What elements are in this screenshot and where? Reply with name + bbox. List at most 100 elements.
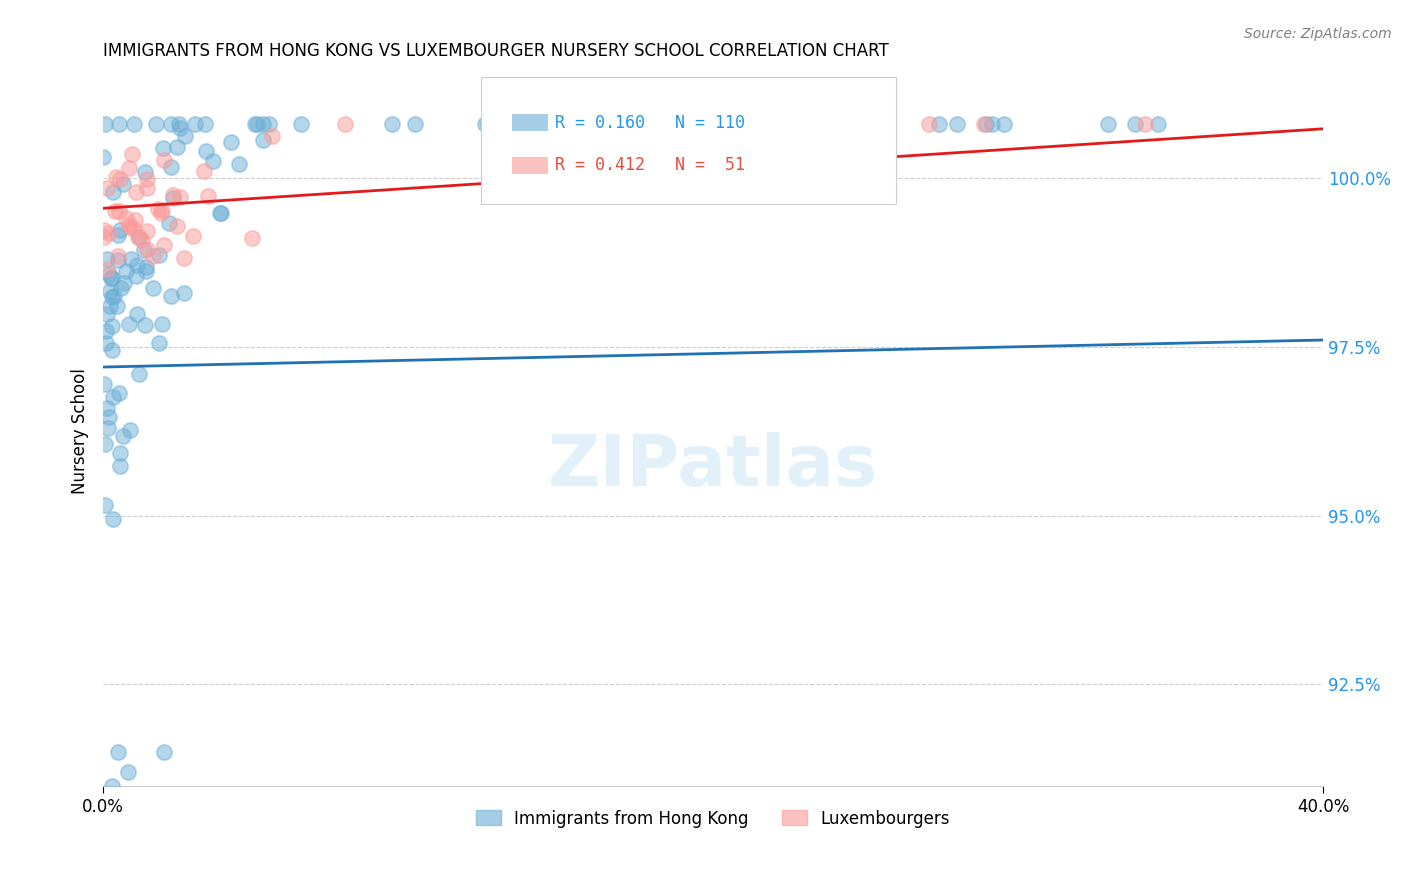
Immigrants from Hong Kong bbox=[100, 290, 122, 304]
Immigrants from Hong Kong bbox=[228, 157, 250, 171]
Immigrants from Hong Kong bbox=[585, 117, 607, 131]
Immigrants from Hong Kong bbox=[145, 117, 167, 131]
Luxembourgers bbox=[107, 249, 129, 263]
Immigrants from Hong Kong bbox=[290, 117, 312, 131]
Immigrants from Hong Kong bbox=[94, 324, 117, 338]
Luxembourgers bbox=[676, 117, 699, 131]
Immigrants from Hong Kong bbox=[194, 117, 217, 131]
Luxembourgers bbox=[96, 181, 118, 195]
Immigrants from Hong Kong bbox=[201, 153, 224, 168]
Immigrants from Hong Kong bbox=[125, 269, 148, 284]
Luxembourgers bbox=[146, 202, 169, 217]
Y-axis label: Nursery School: Nursery School bbox=[72, 368, 89, 494]
Luxembourgers bbox=[762, 117, 785, 131]
Immigrants from Hong Kong bbox=[148, 248, 170, 262]
Luxembourgers bbox=[973, 117, 995, 131]
Immigrants from Hong Kong bbox=[605, 117, 627, 131]
Immigrants from Hong Kong bbox=[97, 410, 120, 425]
Luxembourgers bbox=[115, 211, 138, 225]
Immigrants from Hong Kong bbox=[118, 317, 141, 331]
Immigrants from Hong Kong bbox=[98, 267, 121, 281]
Immigrants from Hong Kong bbox=[93, 377, 115, 392]
Immigrants from Hong Kong bbox=[489, 117, 512, 131]
Immigrants from Hong Kong bbox=[496, 117, 519, 131]
Immigrants from Hong Kong bbox=[928, 117, 950, 131]
Immigrants from Hong Kong bbox=[150, 317, 173, 331]
Immigrants from Hong Kong bbox=[221, 135, 243, 149]
Immigrants from Hong Kong bbox=[108, 117, 131, 131]
Luxembourgers bbox=[104, 204, 127, 219]
FancyBboxPatch shape bbox=[481, 77, 896, 204]
Luxembourgers bbox=[666, 117, 689, 131]
Legend: Immigrants from Hong Kong, Luxembourgers: Immigrants from Hong Kong, Luxembourgers bbox=[470, 803, 957, 834]
Immigrants from Hong Kong bbox=[98, 299, 121, 313]
Luxembourgers bbox=[125, 185, 148, 199]
Immigrants from Hong Kong bbox=[679, 117, 702, 131]
Immigrants from Hong Kong bbox=[252, 117, 274, 131]
Bar bbox=[512, 157, 548, 174]
Immigrants from Hong Kong bbox=[101, 186, 124, 200]
Immigrants from Hong Kong bbox=[135, 260, 157, 275]
Immigrants from Hong Kong bbox=[946, 117, 969, 131]
Immigrants from Hong Kong bbox=[128, 792, 150, 806]
Immigrants from Hong Kong bbox=[103, 390, 125, 404]
Immigrants from Hong Kong bbox=[107, 228, 129, 243]
Immigrants from Hong Kong bbox=[125, 259, 148, 273]
Immigrants from Hong Kong bbox=[101, 343, 124, 357]
Immigrants from Hong Kong bbox=[112, 429, 135, 443]
Text: ZIPatlas: ZIPatlas bbox=[548, 432, 879, 501]
Luxembourgers bbox=[169, 189, 191, 203]
Immigrants from Hong Kong bbox=[169, 120, 191, 135]
Immigrants from Hong Kong bbox=[97, 421, 120, 435]
Immigrants from Hong Kong bbox=[152, 141, 174, 155]
Immigrants from Hong Kong bbox=[96, 252, 118, 267]
Luxembourgers bbox=[136, 172, 159, 186]
Luxembourgers bbox=[118, 218, 141, 232]
Immigrants from Hong Kong bbox=[159, 160, 181, 174]
Immigrants from Hong Kong bbox=[103, 511, 125, 525]
Immigrants from Hong Kong bbox=[98, 284, 121, 298]
Immigrants from Hong Kong bbox=[103, 289, 125, 303]
Immigrants from Hong Kong bbox=[142, 281, 165, 295]
Luxembourgers bbox=[141, 249, 163, 263]
Immigrants from Hong Kong bbox=[100, 270, 122, 285]
Immigrants from Hong Kong bbox=[713, 117, 735, 131]
Text: IMMIGRANTS FROM HONG KONG VS LUXEMBOURGER NURSERY SCHOOL CORRELATION CHART: IMMIGRANTS FROM HONG KONG VS LUXEMBOURGE… bbox=[103, 42, 889, 60]
Luxembourgers bbox=[335, 117, 357, 131]
Luxembourgers bbox=[131, 233, 153, 247]
Immigrants from Hong Kong bbox=[124, 117, 146, 131]
Bar bbox=[512, 114, 548, 131]
Immigrants from Hong Kong bbox=[184, 117, 207, 131]
Immigrants from Hong Kong bbox=[94, 498, 117, 512]
Luxembourgers bbox=[110, 172, 132, 186]
Luxembourgers bbox=[150, 206, 173, 220]
Luxembourgers bbox=[166, 219, 188, 233]
Immigrants from Hong Kong bbox=[696, 117, 718, 131]
Luxembourgers bbox=[124, 213, 146, 227]
Immigrants from Hong Kong bbox=[110, 281, 132, 295]
Immigrants from Hong Kong bbox=[112, 178, 135, 192]
Immigrants from Hong Kong bbox=[107, 745, 129, 759]
Immigrants from Hong Kong bbox=[993, 117, 1015, 131]
Immigrants from Hong Kong bbox=[974, 117, 997, 131]
Immigrants from Hong Kong bbox=[108, 446, 131, 460]
Luxembourgers bbox=[93, 230, 115, 244]
Immigrants from Hong Kong bbox=[105, 299, 128, 313]
Luxembourgers bbox=[917, 117, 939, 131]
Immigrants from Hong Kong bbox=[208, 206, 231, 220]
Luxembourgers bbox=[122, 222, 145, 236]
Immigrants from Hong Kong bbox=[101, 779, 124, 793]
Immigrants from Hong Kong bbox=[118, 423, 141, 437]
Immigrants from Hong Kong bbox=[110, 458, 132, 473]
Luxembourgers bbox=[872, 117, 894, 131]
Luxembourgers bbox=[150, 203, 173, 218]
Immigrants from Hong Kong bbox=[128, 230, 150, 244]
Immigrants from Hong Kong bbox=[108, 386, 131, 401]
Luxembourgers bbox=[778, 117, 800, 131]
Immigrants from Hong Kong bbox=[173, 286, 195, 301]
Immigrants from Hong Kong bbox=[101, 271, 124, 285]
Immigrants from Hong Kong bbox=[756, 117, 779, 131]
Immigrants from Hong Kong bbox=[404, 117, 426, 131]
Luxembourgers bbox=[135, 224, 157, 238]
Immigrants from Hong Kong bbox=[101, 318, 124, 333]
